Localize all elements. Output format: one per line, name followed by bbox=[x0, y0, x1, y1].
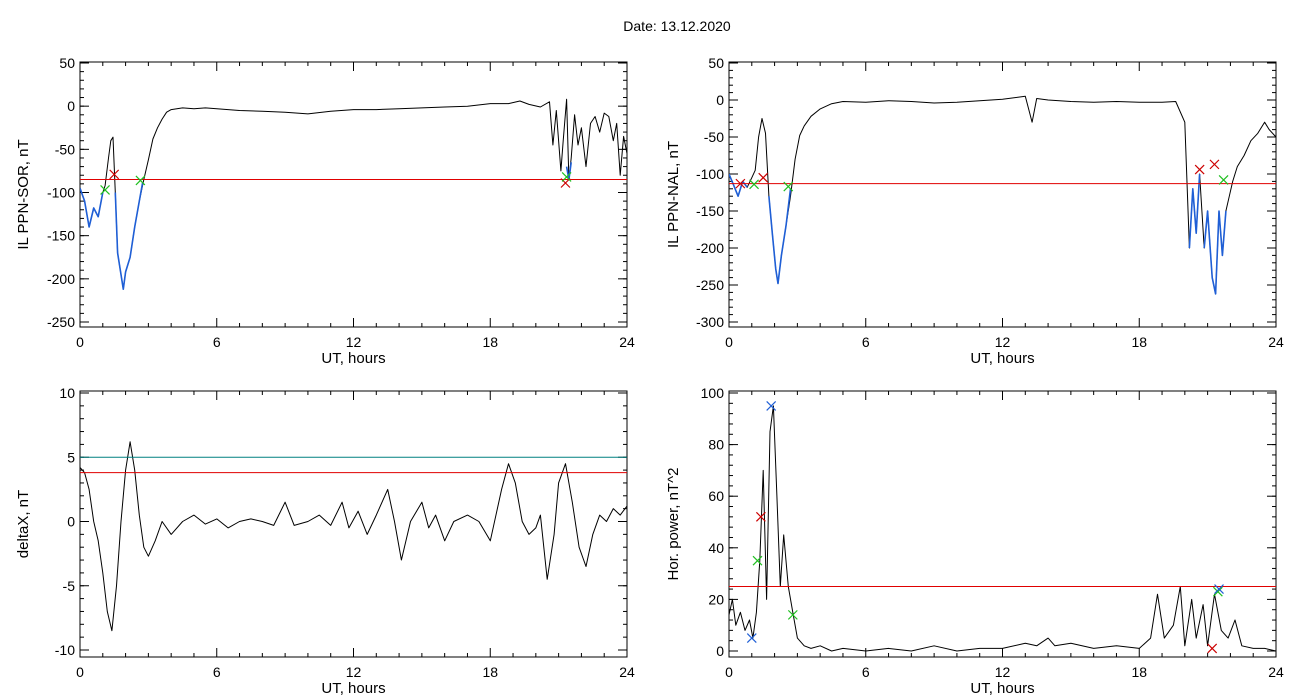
chart-panel-2: 0 6 12 18 24 50 0 -50 -100 -150 -200 -250 -300 UT, ho… bbox=[665, 55, 1284, 367]
x-tick-label: 18 bbox=[482, 334, 498, 350]
y-tick-label: -300 bbox=[696, 314, 724, 330]
cross-marker bbox=[135, 175, 146, 186]
y-tick-label: 20 bbox=[708, 591, 724, 607]
y-tick-label: -150 bbox=[696, 203, 724, 219]
y-tick-label: 50 bbox=[708, 55, 724, 71]
y-tick-label: 50 bbox=[59, 55, 75, 71]
x-tick-label: 18 bbox=[1131, 334, 1147, 350]
data-area bbox=[80, 441, 627, 632]
y-tick-label: 100 bbox=[701, 385, 725, 401]
y-axis-label: deltaX, nT bbox=[15, 490, 32, 558]
y-tick-label: -50 bbox=[704, 129, 724, 145]
x-axis-label: UT, hours bbox=[321, 350, 385, 367]
x-tick-label: 24 bbox=[619, 334, 635, 350]
cross-marker bbox=[787, 609, 798, 620]
y-tick-label: -250 bbox=[47, 314, 75, 330]
cross-marker bbox=[766, 400, 777, 411]
x-axis-label: UT, hours bbox=[321, 680, 385, 697]
data-area bbox=[729, 400, 1276, 654]
x-tick-label: 12 bbox=[346, 334, 362, 350]
x-tick-label: 24 bbox=[1268, 334, 1284, 350]
y-tick-label: -150 bbox=[47, 228, 75, 244]
y-axis-label: Hor. power, nT^2 bbox=[665, 468, 682, 581]
x-tick-label: 0 bbox=[76, 334, 84, 350]
cross-marker bbox=[749, 179, 759, 190]
y-tick-label: 5 bbox=[67, 449, 75, 465]
chart-panel-4: 0 6 12 18 24 100 80 60 40 20 0 UT, hours Hor. power,… bbox=[665, 385, 1284, 697]
y-tick-label: -5 bbox=[63, 578, 76, 594]
series-line bbox=[80, 441, 627, 632]
x-tick-label: 24 bbox=[619, 664, 635, 680]
figure-title: Date: 13.12.2020 bbox=[623, 18, 731, 34]
x-tick-label: 0 bbox=[76, 664, 84, 680]
data-area bbox=[729, 95, 1276, 295]
cross-marker bbox=[755, 511, 766, 522]
y-tick-label: -200 bbox=[47, 271, 75, 287]
y-tick-label: 0 bbox=[67, 514, 75, 530]
series-line bbox=[729, 405, 1276, 652]
chart-panel-1: 0 6 12 18 24 50 0 -50 -100 -150 -200 -250 UT, hours I… bbox=[15, 55, 635, 367]
cross-marker bbox=[1218, 174, 1229, 185]
cross-marker bbox=[735, 178, 746, 189]
cross-marker bbox=[1209, 159, 1220, 170]
x-tick-label: 6 bbox=[862, 664, 870, 680]
cross-marker bbox=[100, 184, 110, 195]
y-tick-label: -50 bbox=[55, 141, 75, 157]
y-tick-label: 60 bbox=[708, 488, 724, 504]
y-tick-label: 40 bbox=[708, 540, 724, 556]
x-tick-label: 12 bbox=[995, 334, 1011, 350]
y-axis-label: IL PPN-SOR, nT bbox=[15, 139, 32, 249]
x-tick-label: 0 bbox=[725, 334, 733, 350]
cross-marker bbox=[758, 172, 769, 183]
cross-marker bbox=[561, 172, 572, 182]
y-tick-label: 0 bbox=[67, 98, 75, 114]
series-segment bbox=[114, 181, 144, 291]
x-tick-label: 6 bbox=[213, 664, 221, 680]
cross-marker bbox=[752, 555, 763, 566]
cross-marker bbox=[1212, 586, 1223, 597]
series-segment bbox=[1203, 210, 1227, 295]
x-tick-label: 18 bbox=[1131, 664, 1147, 680]
x-tick-label: 6 bbox=[862, 334, 870, 350]
cross-marker bbox=[1214, 584, 1224, 595]
x-tick-label: 12 bbox=[995, 664, 1011, 680]
series-line bbox=[80, 98, 627, 290]
x-tick-label: 12 bbox=[346, 664, 362, 680]
y-tick-label: 0 bbox=[716, 92, 724, 108]
x-axis-label: UT, hours bbox=[970, 680, 1034, 697]
y-tick-label: 10 bbox=[59, 385, 75, 401]
chart-panel-3: 0 6 12 18 24 10 5 0 -5 -10 UT, hours deltaX, nT bbox=[15, 385, 635, 697]
y-tick-label: -200 bbox=[696, 240, 724, 256]
cross-marker bbox=[783, 181, 794, 192]
series-segment bbox=[768, 188, 792, 285]
series-segment bbox=[1188, 173, 1201, 249]
y-axis-label: IL PPN-NAL, nT bbox=[665, 141, 682, 248]
y-tick-label: -250 bbox=[696, 277, 724, 293]
x-tick-label: 0 bbox=[725, 664, 733, 680]
y-tick-label: -100 bbox=[696, 166, 724, 182]
plot-frame bbox=[79, 390, 628, 658]
cross-marker bbox=[109, 169, 120, 180]
x-tick-label: 24 bbox=[1268, 664, 1284, 680]
cross-marker bbox=[560, 178, 571, 188]
y-tick-label: -10 bbox=[55, 642, 75, 658]
y-tick-label: 80 bbox=[708, 437, 724, 453]
x-tick-label: 6 bbox=[213, 334, 221, 350]
series-segment bbox=[80, 187, 104, 228]
x-axis-label: UT, hours bbox=[970, 350, 1034, 367]
plot-frame bbox=[79, 61, 628, 328]
y-tick-label: -100 bbox=[47, 185, 75, 201]
x-tick-label: 18 bbox=[482, 664, 498, 680]
cross-marker bbox=[1207, 643, 1218, 654]
data-area bbox=[80, 98, 627, 291]
y-tick-label: 0 bbox=[716, 643, 724, 659]
cross-marker bbox=[1194, 164, 1205, 175]
cross-marker bbox=[746, 633, 757, 644]
